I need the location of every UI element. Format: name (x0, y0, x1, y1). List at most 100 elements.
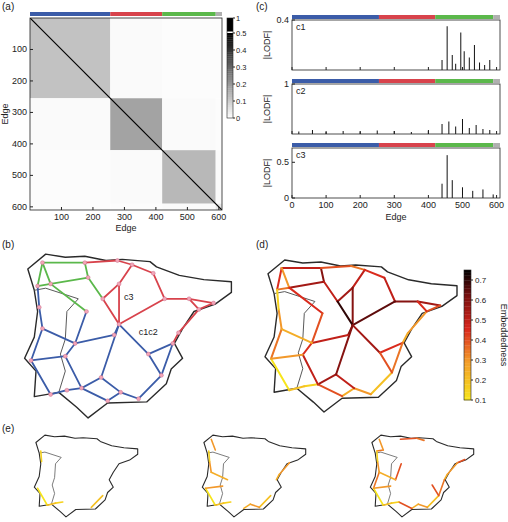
tick-label: 200 (353, 200, 368, 210)
node (99, 375, 103, 379)
edge (412, 504, 419, 508)
colorbar-step (227, 103, 233, 105)
edge (244, 504, 251, 508)
frame (292, 20, 500, 70)
edge (91, 496, 102, 508)
colorbar-step (227, 54, 233, 56)
edge (427, 496, 438, 508)
spike (484, 65, 485, 70)
edge (42, 262, 84, 264)
edge (312, 313, 323, 343)
tick (92, 207, 93, 210)
spike (455, 64, 456, 70)
edge (447, 463, 457, 475)
node (171, 341, 175, 345)
edge (223, 502, 230, 503)
tick-label: 100 (54, 212, 69, 222)
node (212, 301, 216, 305)
spike (442, 184, 443, 198)
node (80, 386, 84, 390)
tick-label: 300 (117, 212, 132, 222)
edge (376, 451, 378, 462)
edge (31, 356, 65, 360)
tick (155, 207, 156, 210)
edge (132, 265, 153, 274)
spike (489, 130, 490, 134)
tick-label: 0.2 (475, 376, 487, 385)
cell (30, 204, 110, 210)
spike (428, 130, 429, 134)
tick-label: 300 (12, 107, 27, 117)
tick (292, 67, 293, 70)
edge (259, 496, 270, 508)
tick (233, 33, 235, 34)
edge (374, 486, 391, 488)
node (115, 259, 119, 263)
colorbar-step (227, 52, 233, 54)
edge (42, 329, 75, 344)
community-strip (493, 79, 500, 83)
annotation: c1c2 (139, 327, 158, 337)
tick (30, 143, 33, 144)
community-strip (493, 15, 500, 19)
edge (211, 439, 215, 450)
tick (326, 131, 327, 134)
node (40, 261, 44, 265)
edge (303, 343, 312, 355)
tick-label: 600 (211, 212, 226, 222)
colorbar-step (464, 286, 471, 289)
colorbar-step (464, 325, 471, 328)
colorbar-step (464, 273, 471, 276)
edge (318, 374, 336, 384)
edge (374, 472, 380, 488)
node (63, 354, 67, 358)
community-strip (292, 15, 379, 19)
cell (110, 150, 162, 204)
panel-letter: (a) (2, 1, 14, 12)
colorbar-step (227, 82, 233, 84)
node (49, 392, 53, 396)
edge (85, 261, 118, 263)
tick (394, 67, 395, 70)
tick (471, 380, 473, 381)
colorbar-step (464, 366, 471, 369)
subplot-title: c3 (296, 150, 306, 160)
edge (353, 301, 395, 325)
colorbar-step (464, 299, 471, 302)
spike (447, 155, 448, 198)
spike (489, 60, 490, 70)
colorbar-step (464, 330, 471, 333)
panel-letter: (e) (2, 423, 14, 434)
spike (326, 132, 327, 134)
edge (82, 388, 108, 401)
community-strip (493, 143, 500, 147)
edge (304, 384, 318, 386)
coastline (25, 254, 232, 418)
colorbar-step (464, 301, 471, 304)
tick (30, 175, 33, 176)
tick (471, 300, 473, 301)
edge (271, 329, 282, 359)
spike (472, 191, 473, 198)
tick (360, 67, 361, 70)
tick (360, 195, 361, 198)
axis-title: Edge (0, 103, 10, 124)
edge (408, 311, 427, 333)
cell (110, 18, 162, 98)
colorbar-step (464, 304, 471, 307)
edge (318, 384, 342, 396)
edge (336, 374, 354, 388)
tick-label: 0.6 (475, 296, 487, 305)
spike (360, 132, 361, 135)
panel-letter: (b) (2, 239, 14, 250)
colorbar-step (464, 340, 471, 343)
edge (282, 267, 321, 269)
tick (326, 195, 327, 198)
colorbar-step (227, 114, 233, 116)
edge (38, 286, 40, 307)
edge (354, 388, 371, 394)
edge (31, 360, 51, 394)
edge (282, 329, 312, 343)
tick-label: 0.2 (236, 80, 246, 89)
tick (462, 195, 463, 198)
